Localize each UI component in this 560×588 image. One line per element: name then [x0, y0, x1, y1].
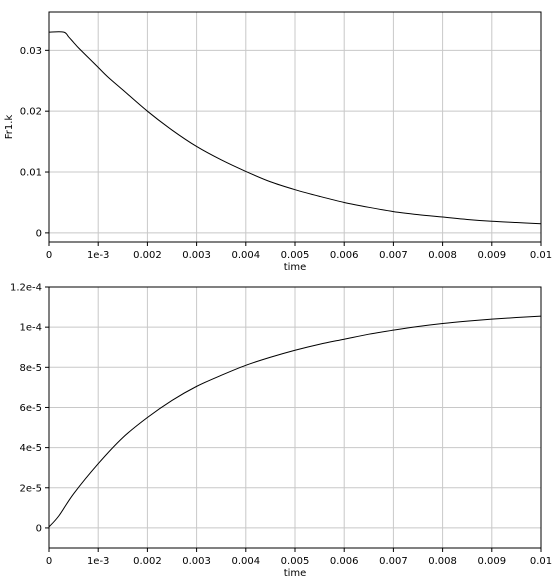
- x-tick-label: 0.007: [379, 250, 408, 261]
- y-tick-label: 0: [36, 228, 42, 239]
- x-axis-label: time: [284, 262, 307, 273]
- x-tick-label: 0: [46, 556, 52, 567]
- y-tick-label: 0: [36, 523, 42, 534]
- series-line: [48, 31, 542, 225]
- x-tick-label: 0.008: [428, 250, 457, 261]
- x-tick-label: 0.009: [477, 250, 506, 261]
- x-tick-label: 0.002: [133, 250, 162, 261]
- y-tick-label: 1.2e-4: [10, 283, 42, 294]
- x-tick-label: 0.005: [281, 250, 310, 261]
- x-tick-label: 0.007: [379, 556, 408, 567]
- x-axis-label: time: [284, 568, 307, 579]
- plot-bottom: 0 1e-3 0.002 0.003 0.004 0.005 0.006 0.007 0.008…: [10, 283, 552, 580]
- x-tick-label: 0.005: [281, 556, 310, 567]
- x-tick-label: 1e-3: [87, 250, 110, 261]
- y-tick-label: 0.02: [20, 107, 42, 118]
- y-tick-label: 0.03: [20, 46, 42, 57]
- plot-top: 0 1e-3 0.002 0.003 0.004 0.005 0.006 0.007 0.008…: [4, 11, 552, 273]
- x-tick-label: 0.004: [231, 556, 260, 567]
- x-tick-label: 0.006: [330, 556, 359, 567]
- x-tick-label: 0: [46, 250, 52, 261]
- x-tick-label: 0.008: [428, 556, 457, 567]
- y-tick-label: 0.01: [20, 168, 42, 179]
- x-tick-label: 0.002: [133, 556, 162, 567]
- x-tick-label: 1e-3: [87, 556, 110, 567]
- x-tick-label: 0.009: [477, 556, 506, 567]
- x-tick-label: 0.003: [182, 250, 211, 261]
- series-line: [48, 315, 542, 528]
- x-tick-label: 0.01: [530, 250, 552, 261]
- y-tick-label: 4e-5: [20, 443, 43, 454]
- x-tick-label: 0.01: [530, 556, 552, 567]
- x-tick-label: 0.006: [330, 250, 359, 261]
- y-tick-label: 1e-4: [20, 323, 43, 334]
- y-axis-label: Fr1.k: [4, 115, 15, 140]
- x-tick-label: 0.004: [231, 250, 260, 261]
- y-tick-label: 8e-5: [20, 363, 43, 374]
- y-tick-label: 6e-5: [20, 403, 43, 414]
- y-tick-label: 2e-5: [20, 483, 43, 494]
- x-tick-label: 0.003: [182, 556, 211, 567]
